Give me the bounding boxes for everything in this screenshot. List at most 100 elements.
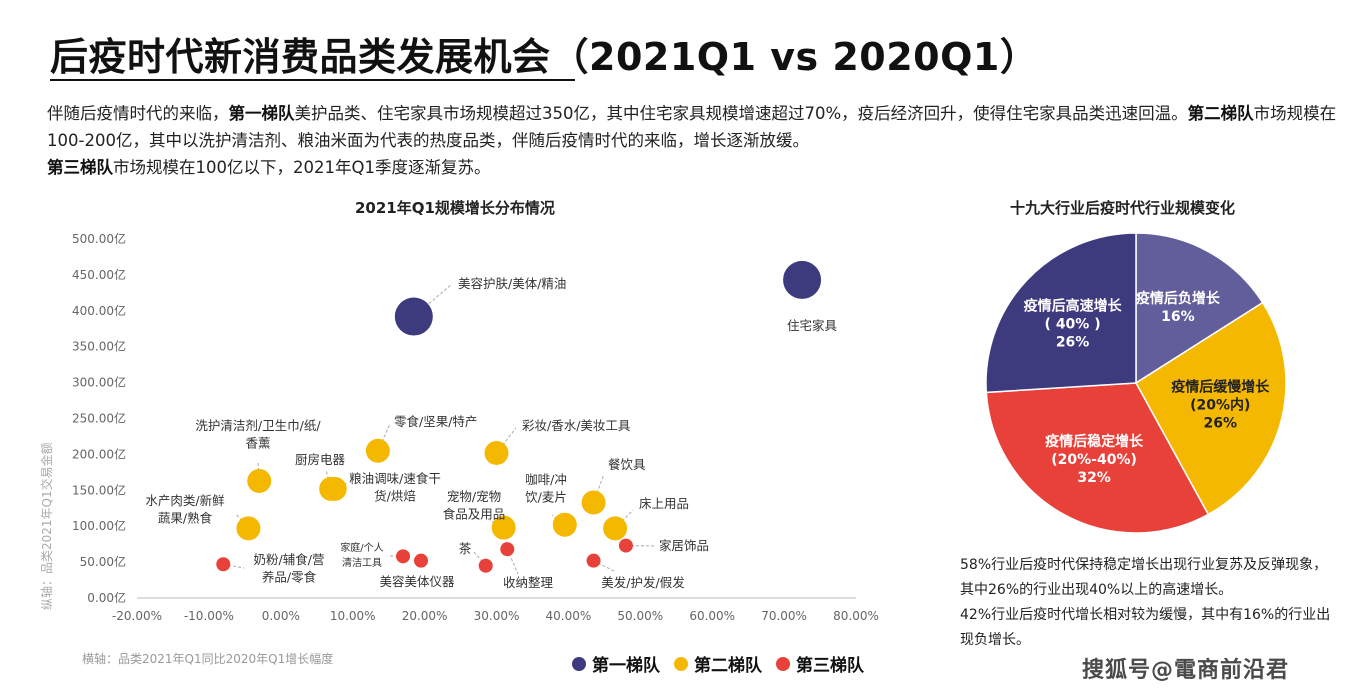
scatter-title: 2021年Q1规模增长分布情况: [355, 199, 555, 217]
leader-line: [473, 551, 487, 567]
pie-slice: [1135, 301, 1287, 516]
pie-label: (20%-40%): [1051, 452, 1137, 468]
y-tick-label: 150.00亿: [72, 482, 126, 497]
scatter-point: [618, 538, 633, 553]
legend-item-tier3: 第三梯队: [776, 651, 864, 676]
y-tick-label: 300.00亿: [72, 375, 126, 390]
point-label: 水产肉类/新鲜: [145, 493, 224, 508]
leader-line: [593, 560, 617, 573]
scatter-point: [478, 558, 493, 573]
scatter-point: [581, 490, 606, 515]
point-label: 厨房电器: [295, 452, 346, 467]
y-tick-label: 0.00亿: [87, 590, 126, 605]
point-label: 食品及用品: [443, 507, 506, 522]
x-tick-label: 80.00%: [833, 609, 879, 623]
scatter-point: [491, 515, 516, 540]
pie-label: 疫情后缓慢增长: [1171, 379, 1270, 396]
point-label: 床上用品: [639, 496, 689, 511]
y-tick-label: 450.00亿: [72, 267, 126, 282]
x-tick-label: 30.00%: [474, 609, 520, 623]
scatter-point: [236, 516, 261, 541]
scatter-point: [216, 557, 231, 572]
leader-line: [614, 509, 634, 529]
pie-slice: [1135, 232, 1264, 385]
pie-label: 疫情后高速增长: [1024, 297, 1123, 314]
y-tick-label: 100.00亿: [72, 518, 126, 533]
intro-paragraph: 伴随后疫情时代的来临，第一梯队美护品类、住宅家具市场规模超过350亿，其中住宅家…: [47, 100, 1337, 181]
tier3-keyword: 第三梯队: [47, 158, 113, 177]
pie-label: 26%: [1204, 416, 1238, 432]
x-tick-label: 20.00%: [402, 609, 448, 623]
watermark: 搜狐号@電商前沿君: [1082, 658, 1290, 683]
x-tick-label: 40.00%: [546, 609, 592, 623]
point-label: 家居饰品: [659, 538, 709, 553]
pie-note: 58%行业后疫时代保持稳定增长出现行业复苏及反弹现象，其中26%的行业出现40%…: [960, 553, 1332, 653]
point-label: 餐饮具: [608, 457, 646, 472]
intro-text-3: 市场规模在100-200亿，其中以洗护清洁剂、粮油米面为代表的热度品类，伴随后疫…: [47, 104, 1337, 150]
scatter-legend: 第一梯队 第二梯队 第三梯队: [572, 651, 878, 676]
intro-text-1: 伴随后疫情时代的来临，: [47, 104, 229, 123]
scatter-point: [414, 553, 429, 568]
point-label: 养品/零食: [262, 570, 317, 585]
legend-label-tier1: 第一梯队: [592, 656, 660, 676]
x-tick-label: 60.00%: [689, 609, 735, 623]
point-label: 蔬果/熟食: [158, 511, 213, 526]
point-label: 粮油调味/速食干: [349, 471, 441, 486]
scatter-point: [783, 260, 822, 299]
point-label: 美容护肤/美体/精油: [458, 276, 566, 291]
pie-slice: [985, 232, 1137, 394]
point-label: 咖啡/冲: [525, 472, 567, 487]
tier1-keyword: 第一梯队: [228, 104, 295, 123]
point-label: 美容美体仪器: [379, 574, 455, 589]
x-tick-label: -20.00%: [112, 609, 162, 623]
x-tick-label: 0.00%: [262, 609, 300, 623]
point-label: 清洁工具: [342, 556, 382, 569]
pie-slice: [985, 382, 1210, 534]
point-label: 零食/坚果/特产: [394, 414, 477, 429]
scatter-point: [603, 516, 628, 541]
pie-label: 疫情后稳定增长: [1045, 433, 1144, 450]
note-line-2: 42%行业后疫时代增长相对较为缓慢，其中有16%的行业出现负增长。: [960, 607, 1331, 648]
intro-text-2: 美护品类、住宅家具市场规模超过350亿，其中住宅家具规模增速超过70%，疫后经济…: [294, 104, 1188, 123]
scatter-point: [484, 440, 509, 465]
point-label: 宠物/宠物: [447, 489, 501, 504]
leader-line: [325, 469, 332, 489]
pie-label: 16%: [1161, 309, 1195, 325]
legend-item-tier1: 第一梯队: [572, 651, 660, 676]
point-label: 奶粉/辅食/营: [254, 552, 325, 567]
pie-label: 26%: [1056, 334, 1090, 350]
y-tick-label: 250.00亿: [72, 411, 126, 426]
scatter-point: [365, 438, 390, 463]
legend-label-tier2: 第二梯队: [694, 656, 762, 676]
y-tick-label: 350.00亿: [72, 339, 126, 354]
title-underline: [50, 79, 575, 81]
point-label: 香薰: [245, 436, 270, 451]
point-label: 住宅家具: [787, 318, 838, 333]
legend-item-tier2: 第二梯队: [674, 651, 762, 676]
x-tick-label: 50.00%: [617, 609, 663, 623]
scatter-chart: 0.00亿 50.00亿 100.00亿 150.00亿 200.00亿 250.00亿 3…: [72, 231, 879, 623]
pie-label: ( 40% ): [1045, 316, 1101, 332]
pie-label: 32%: [1077, 470, 1111, 486]
x-tick-label: 70.00%: [761, 609, 807, 623]
scatter-point: [394, 297, 433, 336]
point-label: 货/烘焙: [374, 489, 416, 504]
point-label: 家庭/个人: [340, 541, 383, 554]
x-tick-label: -10.00%: [184, 609, 234, 623]
x-tick-label: 10.00%: [330, 609, 376, 623]
y-tick-label: 400.00亿: [72, 303, 126, 318]
leader-line: [257, 461, 260, 481]
note-line-1: 58%行业后疫时代保持稳定增长出现行业复苏及反弹现象，其中26%的行业出现40%…: [960, 557, 1328, 598]
point-label: 彩妆/香水/美妆工具: [522, 418, 631, 433]
legend-dot-tier2: [674, 656, 688, 671]
scatter-point: [396, 549, 411, 564]
leader-line: [235, 513, 249, 529]
tier2-keyword: 第二梯队: [1187, 104, 1254, 123]
legend-label-tier3: 第三梯队: [796, 656, 864, 676]
leader-line: [413, 283, 453, 317]
pie-label: (20%内): [1190, 397, 1250, 414]
page-title: 后疫时代新消费品类发展机会（2021Q1 vs 2020Q1）: [50, 35, 1039, 79]
scatter-point: [500, 542, 515, 557]
point-label: 美发/护发/假发: [601, 575, 685, 590]
y-tick-label: 50.00亿: [80, 554, 126, 569]
